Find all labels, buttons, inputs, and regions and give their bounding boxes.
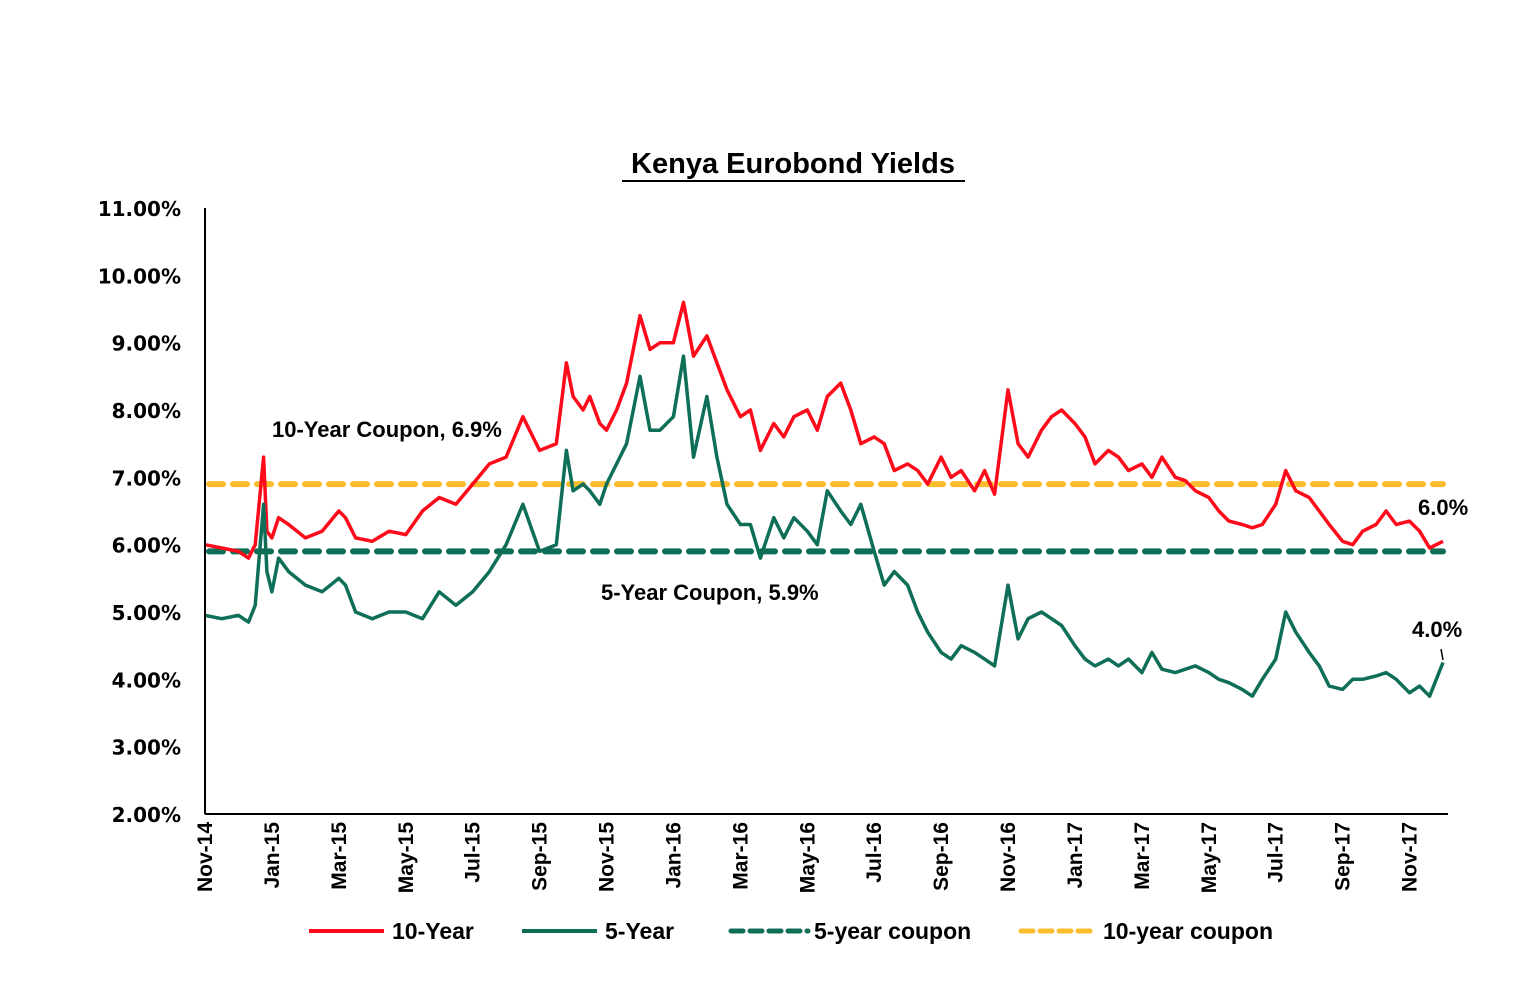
chart-title: Kenya Eurobond Yields bbox=[631, 148, 955, 180]
y-tick-label: 7.00% bbox=[112, 466, 181, 490]
x-tick-label: Jan-16 bbox=[662, 822, 685, 889]
legend-label-10-year: 10-Year bbox=[392, 918, 474, 944]
y-tick-label: 2.00% bbox=[112, 803, 181, 827]
x-tick-label: May-17 bbox=[1198, 822, 1221, 893]
legend-label-5-year: 5-Year bbox=[605, 918, 674, 944]
x-tick-label: Mar-15 bbox=[328, 822, 351, 890]
x-tick-label: May-16 bbox=[796, 822, 819, 893]
x-tick-label: Jul-16 bbox=[863, 822, 886, 883]
x-tick-label: May-15 bbox=[395, 822, 418, 894]
x-axis-tick-labels: Nov-14 Jan-15 Mar-15 May-15 Jul-15 Sep-15 Nov-… bbox=[194, 822, 1422, 894]
coupon-lines bbox=[206, 481, 1446, 555]
annotation-10yr-latest: 6.0% bbox=[1418, 495, 1468, 520]
x-tick-label: Jul-17 bbox=[1265, 822, 1288, 883]
annotation-5yr-leader-line bbox=[1440, 648, 1444, 661]
x-tick-label: Sep-16 bbox=[930, 822, 953, 891]
y-tick-label: 11.00% bbox=[98, 197, 181, 221]
x-tick-label: Mar-16 bbox=[729, 822, 752, 890]
y-tick-label: 4.00% bbox=[112, 668, 181, 692]
x-tick-label: Jan-15 bbox=[261, 822, 284, 889]
y-tick-label: 9.00% bbox=[112, 332, 181, 356]
x-tick-label: Nov-16 bbox=[997, 822, 1020, 892]
series-line-10-year bbox=[204, 300, 1444, 560]
legend-label-10-year-coupon: 10-year coupon bbox=[1103, 918, 1273, 944]
y-tick-label: 5.00% bbox=[112, 601, 181, 625]
legend-label-5-year-coupon: 5-year coupon bbox=[814, 918, 971, 944]
annotation-10yr-coupon: 10-Year Coupon, 6.9% bbox=[272, 417, 502, 442]
x-tick-label: Nov-17 bbox=[1399, 822, 1422, 892]
series-line-5-year bbox=[204, 354, 1445, 698]
y-axis-tick-labels: 2.00% 3.00% 4.00% 5.00% 6.00% 7.00% 8.00% 9.00%… bbox=[98, 197, 181, 827]
x-tick-label: Nov-14 bbox=[194, 822, 217, 892]
y-tick-label: 10.00% bbox=[98, 264, 181, 288]
annotation-5yr-coupon: 5-Year Coupon, 5.9% bbox=[601, 580, 819, 605]
annotation-5yr-latest: 4.0% bbox=[1412, 617, 1462, 642]
x-tick-label: Jan-17 bbox=[1064, 822, 1087, 889]
y-tick-label: 3.00% bbox=[112, 736, 181, 760]
series-lines bbox=[204, 300, 1445, 698]
x-tick-label: Sep-17 bbox=[1332, 822, 1355, 891]
x-tick-label: Mar-17 bbox=[1131, 822, 1154, 890]
y-tick-label: 6.00% bbox=[112, 534, 181, 558]
y-tick-label: 8.00% bbox=[112, 399, 181, 423]
legend: 10-Year 5-Year 5-year coupon 10-year cou… bbox=[309, 918, 1273, 944]
x-tick-label: Jul-15 bbox=[462, 822, 485, 883]
x-tick-label: Nov-15 bbox=[596, 822, 619, 892]
x-tick-label: Sep-15 bbox=[529, 822, 552, 891]
